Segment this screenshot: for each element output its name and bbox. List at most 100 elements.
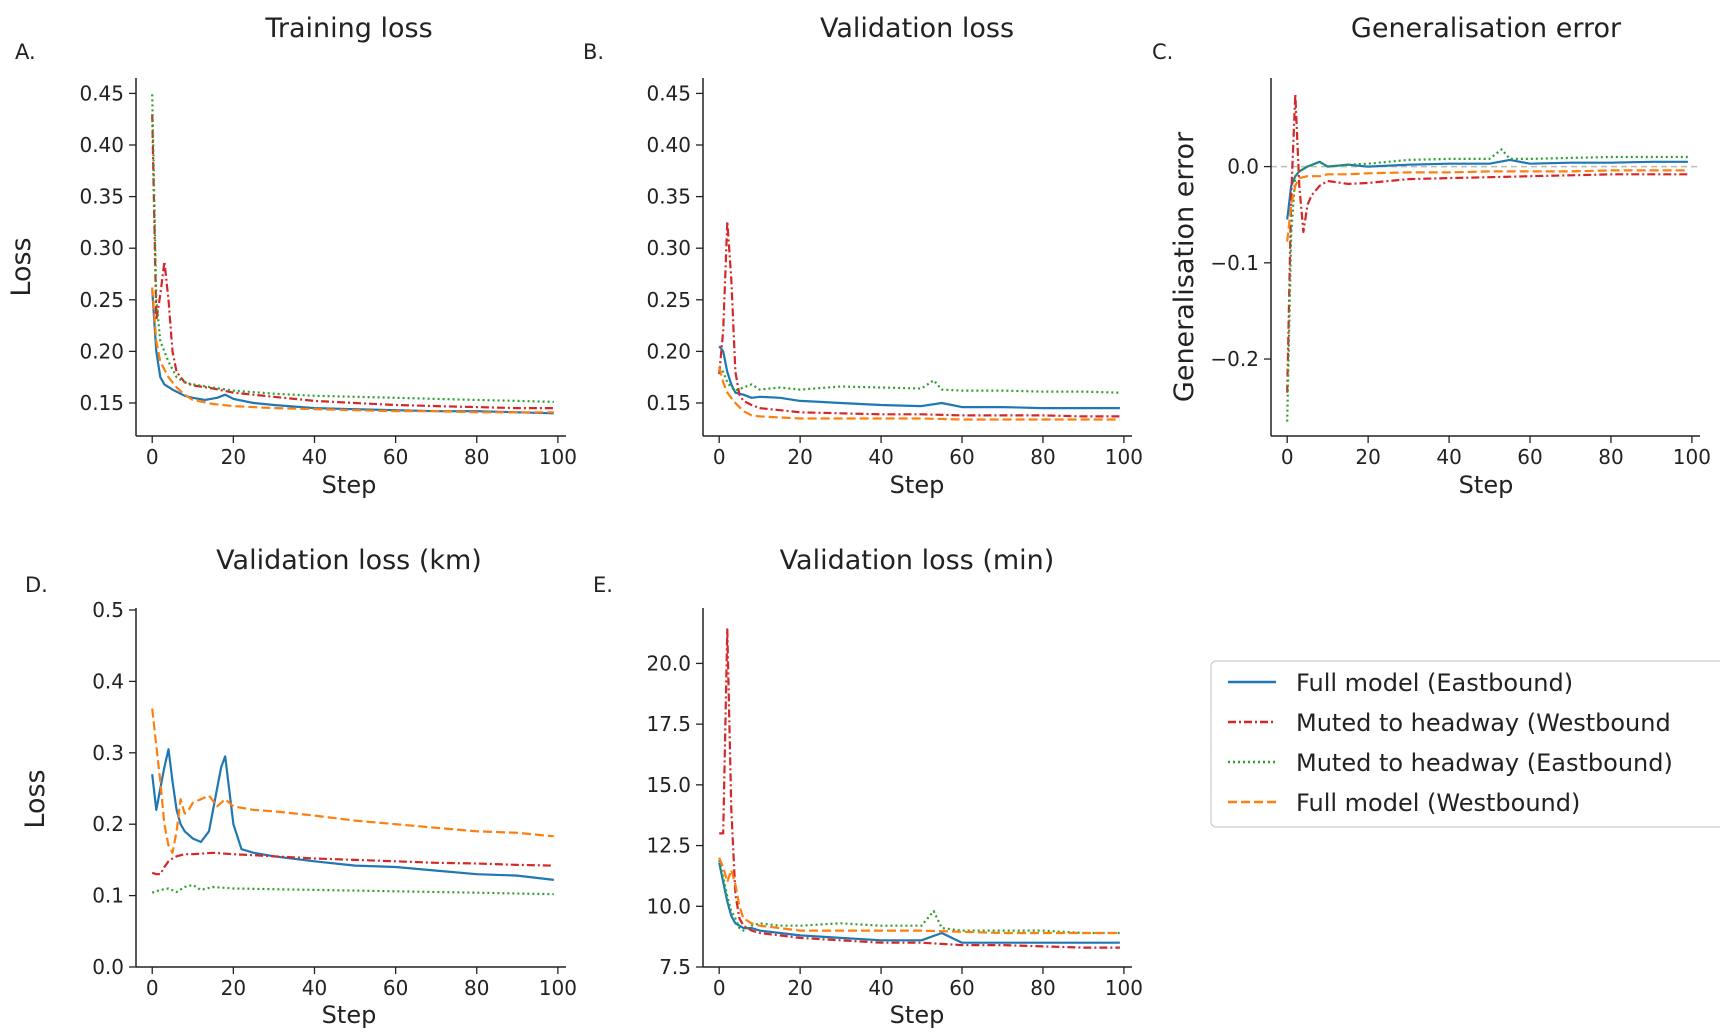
x-tick-label: 100 <box>1105 976 1143 1000</box>
series-line-3 <box>718 366 1120 394</box>
chart-title: Training loss <box>264 13 432 44</box>
series-line-4 <box>151 287 554 414</box>
series-line-1 <box>718 345 1120 410</box>
x-tick-label: 20 <box>221 976 246 1000</box>
x-tick-label: 60 <box>1517 445 1542 469</box>
series-line-3 <box>151 94 554 403</box>
series-line-3 <box>718 859 1120 935</box>
chart-title: Validation loss (km) <box>216 545 482 576</box>
panel-label: A. <box>15 40 36 64</box>
y-axis-label: Loss <box>6 237 37 296</box>
x-tick-label: 40 <box>302 445 327 469</box>
series-line-2 <box>718 220 1120 418</box>
x-tick-label: 100 <box>539 445 577 469</box>
series-line-4 <box>1286 169 1688 242</box>
y-tick-label: 0.2 <box>92 812 124 836</box>
y-tick-label: 0.1 <box>92 884 124 908</box>
y-tick-label: 0.3 <box>92 741 124 765</box>
panel-a: Training loss A. 0 20 40 60 80 100 0.15 0.20 0.25 0… <box>6 13 577 499</box>
x-axis-label: Step <box>322 1001 377 1029</box>
x-tick-label: 100 <box>1673 445 1711 469</box>
legend-entry: Full model (Westbound) <box>1296 789 1580 817</box>
y-tick-label: 10.0 <box>646 894 691 918</box>
x-tick-label: 0 <box>713 976 726 1000</box>
y-tick-label: 0.30 <box>79 236 124 260</box>
series-line-1 <box>1286 158 1688 220</box>
y-tick-label: 0.30 <box>646 236 691 260</box>
y-tick-label: 0.20 <box>646 339 691 363</box>
legend-entry: Full model (Eastbound) <box>1296 669 1573 697</box>
x-tick-label: 80 <box>464 445 489 469</box>
legend-entry: Muted to headway (Eastbound) <box>1296 749 1673 777</box>
panel-label: C. <box>1152 40 1173 64</box>
series-line-3 <box>151 883 554 896</box>
y-tick-label: 0.15 <box>79 391 124 415</box>
x-tick-label: 80 <box>464 976 489 1000</box>
y-tick-label: 0.45 <box>79 81 124 105</box>
series-line-4 <box>718 857 1120 935</box>
x-tick-label: 0 <box>713 445 726 469</box>
x-axis-label: Step <box>890 1001 945 1029</box>
y-tick-label: 0.0 <box>1227 155 1259 179</box>
x-tick-label: 20 <box>221 445 246 469</box>
legend-frame <box>1210 660 1720 828</box>
y-tick-label: −0.2 <box>1210 347 1259 371</box>
x-tick-label: 80 <box>1030 976 1055 1000</box>
chart-title: Validation loss <box>820 13 1014 44</box>
y-tick-label: 0.20 <box>79 339 124 363</box>
x-tick-label: 20 <box>1355 445 1380 469</box>
y-tick-label: 0.4 <box>92 669 124 693</box>
x-tick-label: 60 <box>949 976 974 1000</box>
x-tick-label: 20 <box>787 976 812 1000</box>
y-tick-label: 12.5 <box>646 834 691 858</box>
x-tick-label: 0 <box>1281 445 1294 469</box>
y-tick-label: 0.40 <box>79 133 124 157</box>
legend: Full model (Eastbound) Muted to headway (… <box>1210 660 1720 828</box>
x-tick-label: 0 <box>146 976 159 1000</box>
x-axis-label: Step <box>1459 471 1514 499</box>
y-tick-label: 0.40 <box>646 133 691 157</box>
x-tick-label: 40 <box>302 976 327 1000</box>
y-tick-label: 0.25 <box>646 288 691 312</box>
series-line-2 <box>1286 93 1688 393</box>
series-line-2 <box>151 114 554 410</box>
x-tick-label: 40 <box>868 445 893 469</box>
series-line-4 <box>718 366 1120 421</box>
panel-c: Generalisation error C. 0 20 40 60 80 100 −0.2 −0… <box>1152 13 1711 499</box>
panel-d: Validation loss (km) D. 0 20 40 60 80 100 0.0 0.1… <box>20 545 577 1029</box>
y-tick-label: −0.1 <box>1210 251 1259 275</box>
x-tick-label: 80 <box>1030 445 1055 469</box>
y-tick-label: 17.5 <box>646 712 691 736</box>
y-tick-label: 0.15 <box>646 391 691 415</box>
series-line-2 <box>719 628 1120 949</box>
series-line-4 <box>151 708 554 854</box>
panel-b: Validation loss B. 0 20 40 60 80 100 0.15 0.20 0.2… <box>583 13 1143 499</box>
y-tick-label: 0.45 <box>646 81 691 105</box>
x-tick-label: 60 <box>383 976 408 1000</box>
x-axis-label: Step <box>890 471 945 499</box>
y-axis-label: Loss <box>20 769 51 828</box>
x-tick-label: 100 <box>539 976 577 1000</box>
y-tick-label: 0.35 <box>79 185 124 209</box>
panel-label: E. <box>593 573 613 597</box>
x-axis-label: Step <box>322 471 377 499</box>
legend-entry: Muted to headway (Westbound <box>1296 709 1671 737</box>
series-line-1 <box>718 862 1120 944</box>
x-tick-label: 40 <box>1436 445 1461 469</box>
y-tick-label: 7.5 <box>659 955 691 979</box>
panel-e: Validation loss (min) E. 0 20 40 60 80 100 7.5 10… <box>593 545 1143 1029</box>
series-line-2 <box>151 851 554 876</box>
x-tick-label: 20 <box>787 445 812 469</box>
panel-label: B. <box>583 40 604 64</box>
series-line-1 <box>151 289 554 415</box>
series-line-1 <box>151 748 554 881</box>
y-axis-label: Generalisation error <box>1169 131 1200 402</box>
chart-title: Generalisation error <box>1351 13 1622 44</box>
y-tick-label: 0.5 <box>92 598 124 622</box>
panel-label: D. <box>25 573 48 597</box>
x-tick-label: 80 <box>1598 445 1623 469</box>
x-tick-label: 40 <box>868 976 893 1000</box>
series-line-3 <box>1286 148 1688 422</box>
x-tick-label: 100 <box>1105 445 1143 469</box>
